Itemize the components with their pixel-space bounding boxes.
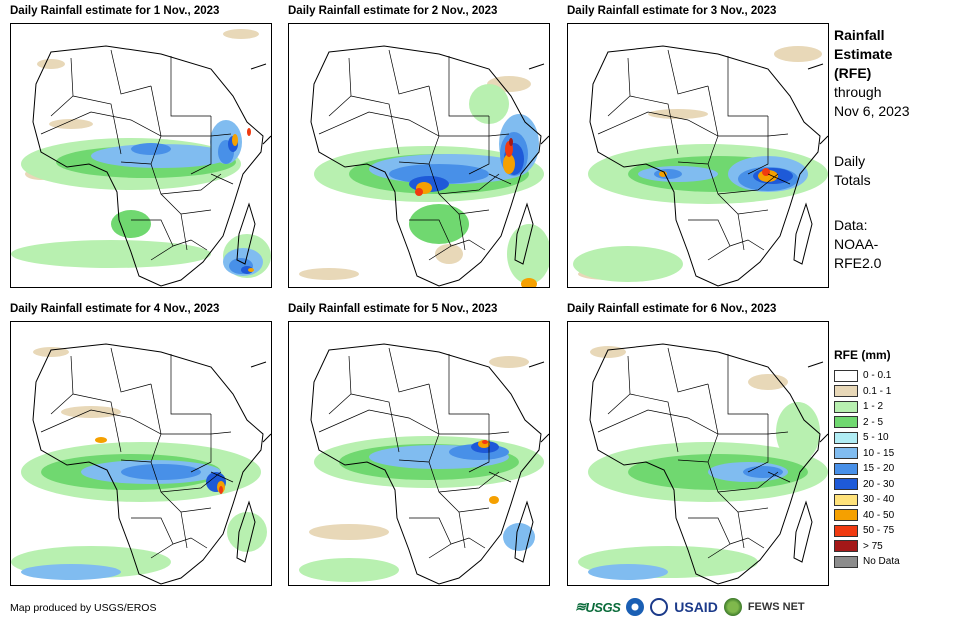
map-panel-5: Daily Rainfall estimate for 5 Nov., 2023 [288,303,550,586]
legend-item: 20 - 30 [834,477,900,493]
legend-label: 50 - 75 [863,525,895,537]
legend-swatch [834,385,858,398]
legend-item: 0 - 0.1 [834,368,900,384]
legend-label: 20 - 30 [863,478,895,490]
legend-item: 0.1 - 1 [834,384,900,400]
rainfall-map [288,23,550,288]
legend-item: 1 - 2 [834,399,900,415]
heading-line: (RFE) [834,65,872,81]
through-line: through [834,84,882,100]
legend-label: 2 - 5 [863,416,884,428]
fews-net-logo: FEWS NET [747,601,805,613]
legend-label: 10 - 15 [863,447,895,459]
totals-line: Totals [834,172,871,188]
legend-swatch [834,447,858,460]
legend-swatch [834,431,858,444]
rfe-legend: RFE (mm) 0 - 0.1 0.1 - 1 1 - 2 2 - 5 5 - 10 1… [834,348,900,570]
fews-globe-icon [723,598,742,616]
map-panel-6: Daily Rainfall estimate for 6 Nov., 2023 [567,303,829,586]
legend-item: 40 - 50 [834,508,900,524]
legend-swatch [834,540,858,553]
rainfall-map [288,321,550,586]
rainfall-map [10,23,272,288]
through-line: Nov 6, 2023 [834,103,910,119]
panel-title: Daily Rainfall estimate for 1 Nov., 2023 [10,5,220,17]
data-line: Data: [834,217,868,233]
legend-item: > 75 [834,539,900,555]
legend-swatch [834,400,858,413]
legend-item: No Data [834,554,900,570]
legend-swatch [834,509,858,522]
legend-label: 15 - 20 [863,463,895,475]
legend-label: 40 - 50 [863,509,895,521]
legend-item: 15 - 20 [834,461,900,477]
legend-item: 50 - 75 [834,523,900,539]
data-line: NOAA- [834,236,879,252]
panel-title: Daily Rainfall estimate for 3 Nov., 2023 [567,5,777,17]
heading-line: Rainfall [834,27,885,43]
heading-line: Estimate [834,46,893,62]
legend-swatch [834,478,858,491]
panel-title: Daily Rainfall estimate for 6 Nov., 2023 [567,303,777,315]
legend-title: RFE (mm) [834,348,891,362]
legend-label: 0 - 0.1 [863,370,892,382]
panel-title: Daily Rainfall estimate for 4 Nov., 2023 [10,303,220,315]
legend-swatch [834,369,858,382]
legend-item: 2 - 5 [834,415,900,431]
rainfall-map [567,321,829,586]
rainfall-map [567,23,829,288]
logo-bar: ≋ USGS USAID FEWS NET [575,596,805,618]
totals-line: Daily [834,153,866,169]
legend-item: 10 - 15 [834,446,900,462]
usaid-seal [650,598,669,616]
legend-label: 0.1 - 1 [863,385,892,397]
info-sidebar: Rainfall Estimate (RFE) through Nov 6, 2… [834,26,964,273]
legend-swatch [834,555,858,568]
map-panel-1: Daily Rainfall estimate for 1 Nov., 2023 [10,5,272,288]
noaa-logo [626,598,645,616]
legend-label: > 75 [863,540,883,552]
legend-item: 30 - 40 [834,492,900,508]
legend-swatch [834,462,858,475]
data-line: RFE2.0 [834,255,882,271]
map-panel-4: Daily Rainfall estimate for 4 Nov., 2023 [10,303,272,586]
legend-swatch [834,493,858,506]
legend-label: No Data [863,556,900,568]
legend-swatch [834,524,858,537]
legend-label: 30 - 40 [863,494,895,506]
usaid-logo: USAID [674,599,718,615]
legend-label: 1 - 2 [863,401,884,413]
map-credit: Map produced by USGS/EROS [10,602,157,614]
panel-title: Daily Rainfall estimate for 5 Nov., 2023 [288,303,498,315]
legend-item: 5 - 10 [834,430,900,446]
legend-swatch [834,416,858,429]
legend-label: 5 - 10 [863,432,889,444]
panel-title: Daily Rainfall estimate for 2 Nov., 2023 [288,5,498,17]
map-panel-3: Daily Rainfall estimate for 3 Nov., 2023 [567,5,829,288]
rainfall-map [10,321,272,586]
map-panel-2: Daily Rainfall estimate for 2 Nov., 2023 [288,5,550,288]
usgs-logo: ≋ USGS [575,599,621,615]
